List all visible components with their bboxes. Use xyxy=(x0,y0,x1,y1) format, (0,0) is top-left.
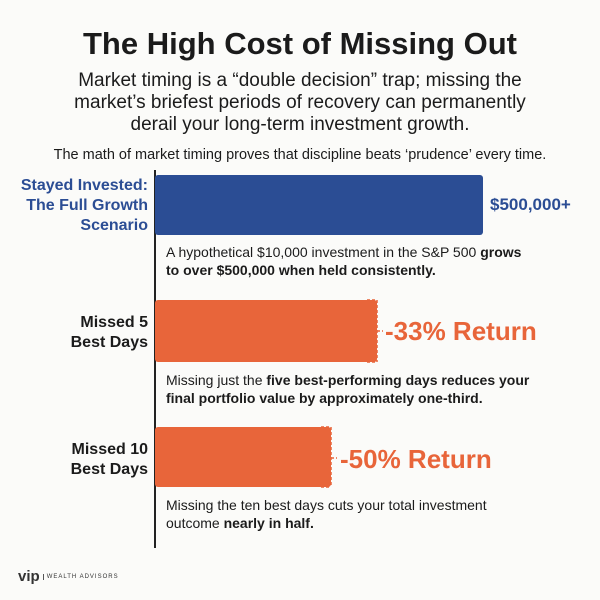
desc-bold: grows to over $500,000 when held consist… xyxy=(166,244,522,278)
desc-text: Missing the ten best days cuts your tota… xyxy=(166,497,487,531)
scenario-label: Missed 5 Best Days xyxy=(71,313,148,353)
bar xyxy=(155,175,483,235)
result: -33% Return xyxy=(385,316,537,346)
label-line: Best Days xyxy=(70,334,148,351)
desc-bold: five best-performing days reduces your f… xyxy=(166,372,530,406)
description: A hypothetical $10,000 investment in the… xyxy=(166,243,526,279)
label-line: The Full Growth xyxy=(26,197,148,214)
subtitle-text: Market timing is a “double decision” tra… xyxy=(78,70,426,91)
tagline: The math of market timing proves that di… xyxy=(53,147,547,163)
desc-text: A hypothetical $10,000 investment in the… xyxy=(166,244,481,260)
desc-text: Missing just the xyxy=(166,372,267,388)
footer-logo: vip WEALTH ADVISORS xyxy=(18,568,119,585)
label-line: Stayed Invested: xyxy=(20,177,148,194)
scenario-label: Stayed Invested: The Full Growth Scenari… xyxy=(21,176,148,236)
desc-bold: nearly in half. xyxy=(223,515,314,531)
bar xyxy=(155,427,331,487)
description: Missing just the five best-performing da… xyxy=(166,371,536,407)
result: -50% Return xyxy=(340,444,492,474)
title: The High Cost of Missing Out xyxy=(83,26,517,61)
result: $500,000+ xyxy=(490,195,571,214)
bar xyxy=(155,300,377,362)
brand: vip xyxy=(18,568,40,585)
label-line: Scenario xyxy=(80,217,148,234)
bracket xyxy=(367,299,383,363)
scenario-label: Missed 10 Best Days xyxy=(71,440,148,480)
subtitle: Market timing is a “double decision” tra… xyxy=(55,70,545,136)
label-line: Missed 10 xyxy=(71,441,148,458)
description: Missing the ten best days cuts your tota… xyxy=(166,496,516,532)
label-line: Missed 5 xyxy=(80,314,148,331)
brand-sub: WEALTH ADVISORS xyxy=(42,574,119,581)
subtitle-text: missing the market’s briefest periods of… xyxy=(74,70,526,135)
bracket xyxy=(321,426,337,488)
label-line: Best Days xyxy=(70,461,148,478)
